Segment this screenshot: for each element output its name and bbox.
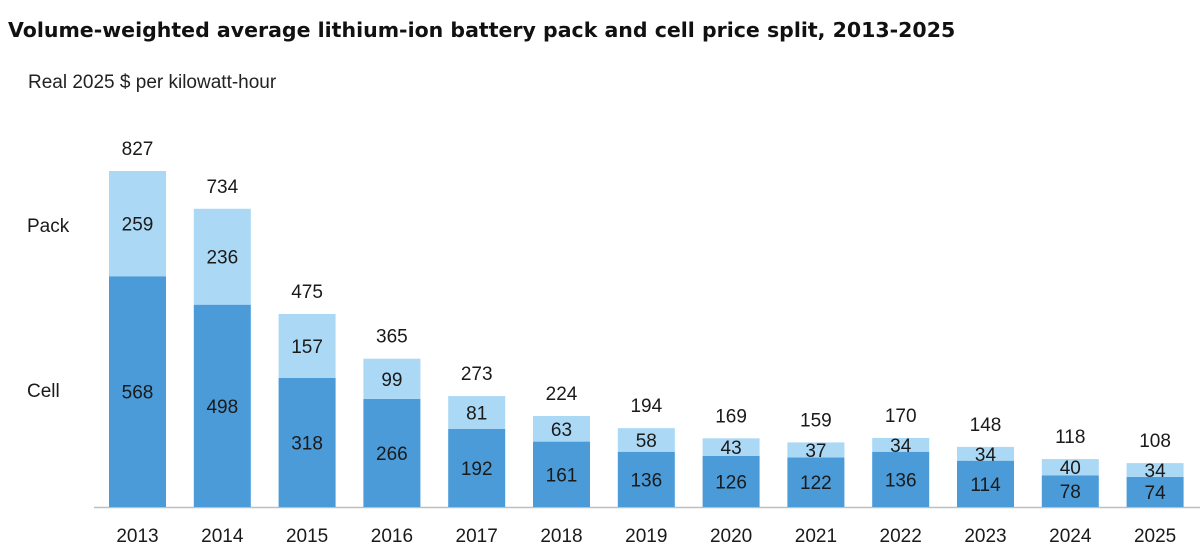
x-tick-2016: 2016	[371, 526, 413, 547]
x-tick-labels: 2013 2014 2015 2016 2017 2018 2019 2020 2021 2022…	[116, 526, 1176, 547]
value-label-cell-2022: 136	[885, 470, 917, 491]
value-label-cell-2013: 568	[122, 383, 154, 404]
total-label-2024: 118	[1055, 427, 1085, 448]
bar-pack-2013	[109, 171, 166, 277]
total-label-2018: 224	[546, 384, 578, 405]
total-label-2022: 170	[885, 406, 917, 427]
bar-pack-2015	[278, 314, 336, 378]
value-label-pack-2021: 37	[805, 441, 826, 462]
total-label-2023: 148	[970, 415, 1002, 436]
total-label-2015: 475	[291, 282, 323, 303]
total-label-2025: 108	[1139, 431, 1171, 452]
total-label-2016: 365	[376, 327, 408, 348]
value-label-cell-2019: 136	[630, 470, 662, 491]
x-tick-2014: 2014	[201, 526, 244, 547]
value-label-cell-2018: 161	[546, 465, 578, 486]
bar-pack-2024	[1041, 459, 1099, 476]
x-tick-2022: 2022	[880, 526, 922, 547]
value-label-pack-2023: 34	[975, 445, 997, 466]
value-label-cell-2016: 266	[376, 444, 408, 465]
bar-cell-2025	[1126, 476, 1184, 507]
bar-cell-2023	[957, 460, 1014, 507]
value-label-pack-2014: 236	[206, 248, 238, 269]
value-label-pack-2013: 259	[122, 215, 154, 236]
labels-layer: 568 259 827 498 236 734 318 157 475 266 99 365 192 81…	[122, 139, 1171, 504]
bar-cell-2016	[363, 398, 421, 507]
x-tick-2019: 2019	[625, 526, 667, 547]
bar-cell-2019	[617, 451, 675, 507]
x-tick-2017: 2017	[456, 526, 498, 547]
bar-cell-2017	[448, 428, 506, 507]
bar-pack-2022	[872, 437, 930, 452]
x-tick-2023: 2023	[964, 526, 1006, 547]
total-label-2017: 273	[461, 364, 493, 385]
bar-pack-2018	[533, 415, 590, 442]
bar-cell-2022	[872, 451, 930, 507]
bar-cell-2021	[787, 457, 845, 507]
x-tick-2025: 2025	[1134, 526, 1176, 547]
value-label-cell-2015: 318	[291, 433, 323, 454]
bars-layer	[109, 171, 1184, 507]
y-axis-label: Real 2025 $ per kilowatt-hour	[28, 72, 277, 93]
value-label-pack-2019: 58	[636, 431, 657, 452]
value-label-cell-2017: 192	[461, 459, 493, 480]
value-label-cell-2024: 78	[1060, 482, 1081, 503]
chart-title: Volume-weighted average lithium-ion batt…	[8, 18, 956, 42]
value-label-pack-2015: 157	[291, 337, 323, 358]
x-tick-2020: 2020	[710, 526, 752, 547]
legend-pack-label: Pack	[27, 216, 70, 237]
bar-pack-2025	[1126, 463, 1184, 477]
value-label-pack-2025: 34	[1145, 461, 1167, 482]
x-tick-2013: 2013	[116, 526, 158, 547]
bar-cell-2014	[193, 304, 251, 507]
total-label-2013: 827	[122, 139, 154, 160]
bar-pack-2021	[787, 442, 845, 458]
x-tick-2018: 2018	[540, 526, 582, 547]
total-label-2014: 734	[206, 177, 238, 198]
x-tick-2024: 2024	[1049, 526, 1092, 547]
legend-cell-label: Cell	[27, 381, 60, 402]
value-label-cell-2020: 126	[715, 472, 747, 493]
bar-cell-2013	[109, 276, 166, 507]
value-label-pack-2018: 63	[551, 420, 572, 441]
value-label-pack-2020: 43	[721, 438, 742, 459]
x-tick-2021: 2021	[795, 526, 837, 547]
total-label-2020: 169	[715, 406, 747, 427]
value-label-pack-2024: 40	[1060, 458, 1081, 479]
bar-pack-2019	[617, 428, 675, 452]
value-label-pack-2017: 81	[466, 404, 487, 425]
bar-cell-2020	[702, 455, 760, 507]
total-label-2021: 159	[800, 410, 832, 431]
x-tick-2015: 2015	[286, 526, 328, 547]
bar-pack-2017	[448, 396, 506, 429]
value-label-cell-2014: 498	[206, 397, 238, 418]
bar-pack-2016	[363, 358, 421, 399]
total-label-2019: 194	[630, 396, 662, 417]
value-label-cell-2021: 122	[800, 473, 832, 494]
bar-cell-2024	[1041, 475, 1099, 507]
bar-pack-2023	[957, 446, 1014, 461]
bar-cell-2015	[278, 377, 336, 507]
value-label-cell-2025: 74	[1145, 483, 1167, 504]
bar-pack-2020	[702, 438, 760, 456]
value-label-pack-2022: 34	[890, 436, 912, 457]
bar-cell-2018	[533, 441, 590, 507]
bar-pack-2014	[193, 208, 251, 305]
value-label-cell-2023: 114	[970, 475, 1001, 496]
value-label-pack-2016: 99	[381, 370, 402, 391]
